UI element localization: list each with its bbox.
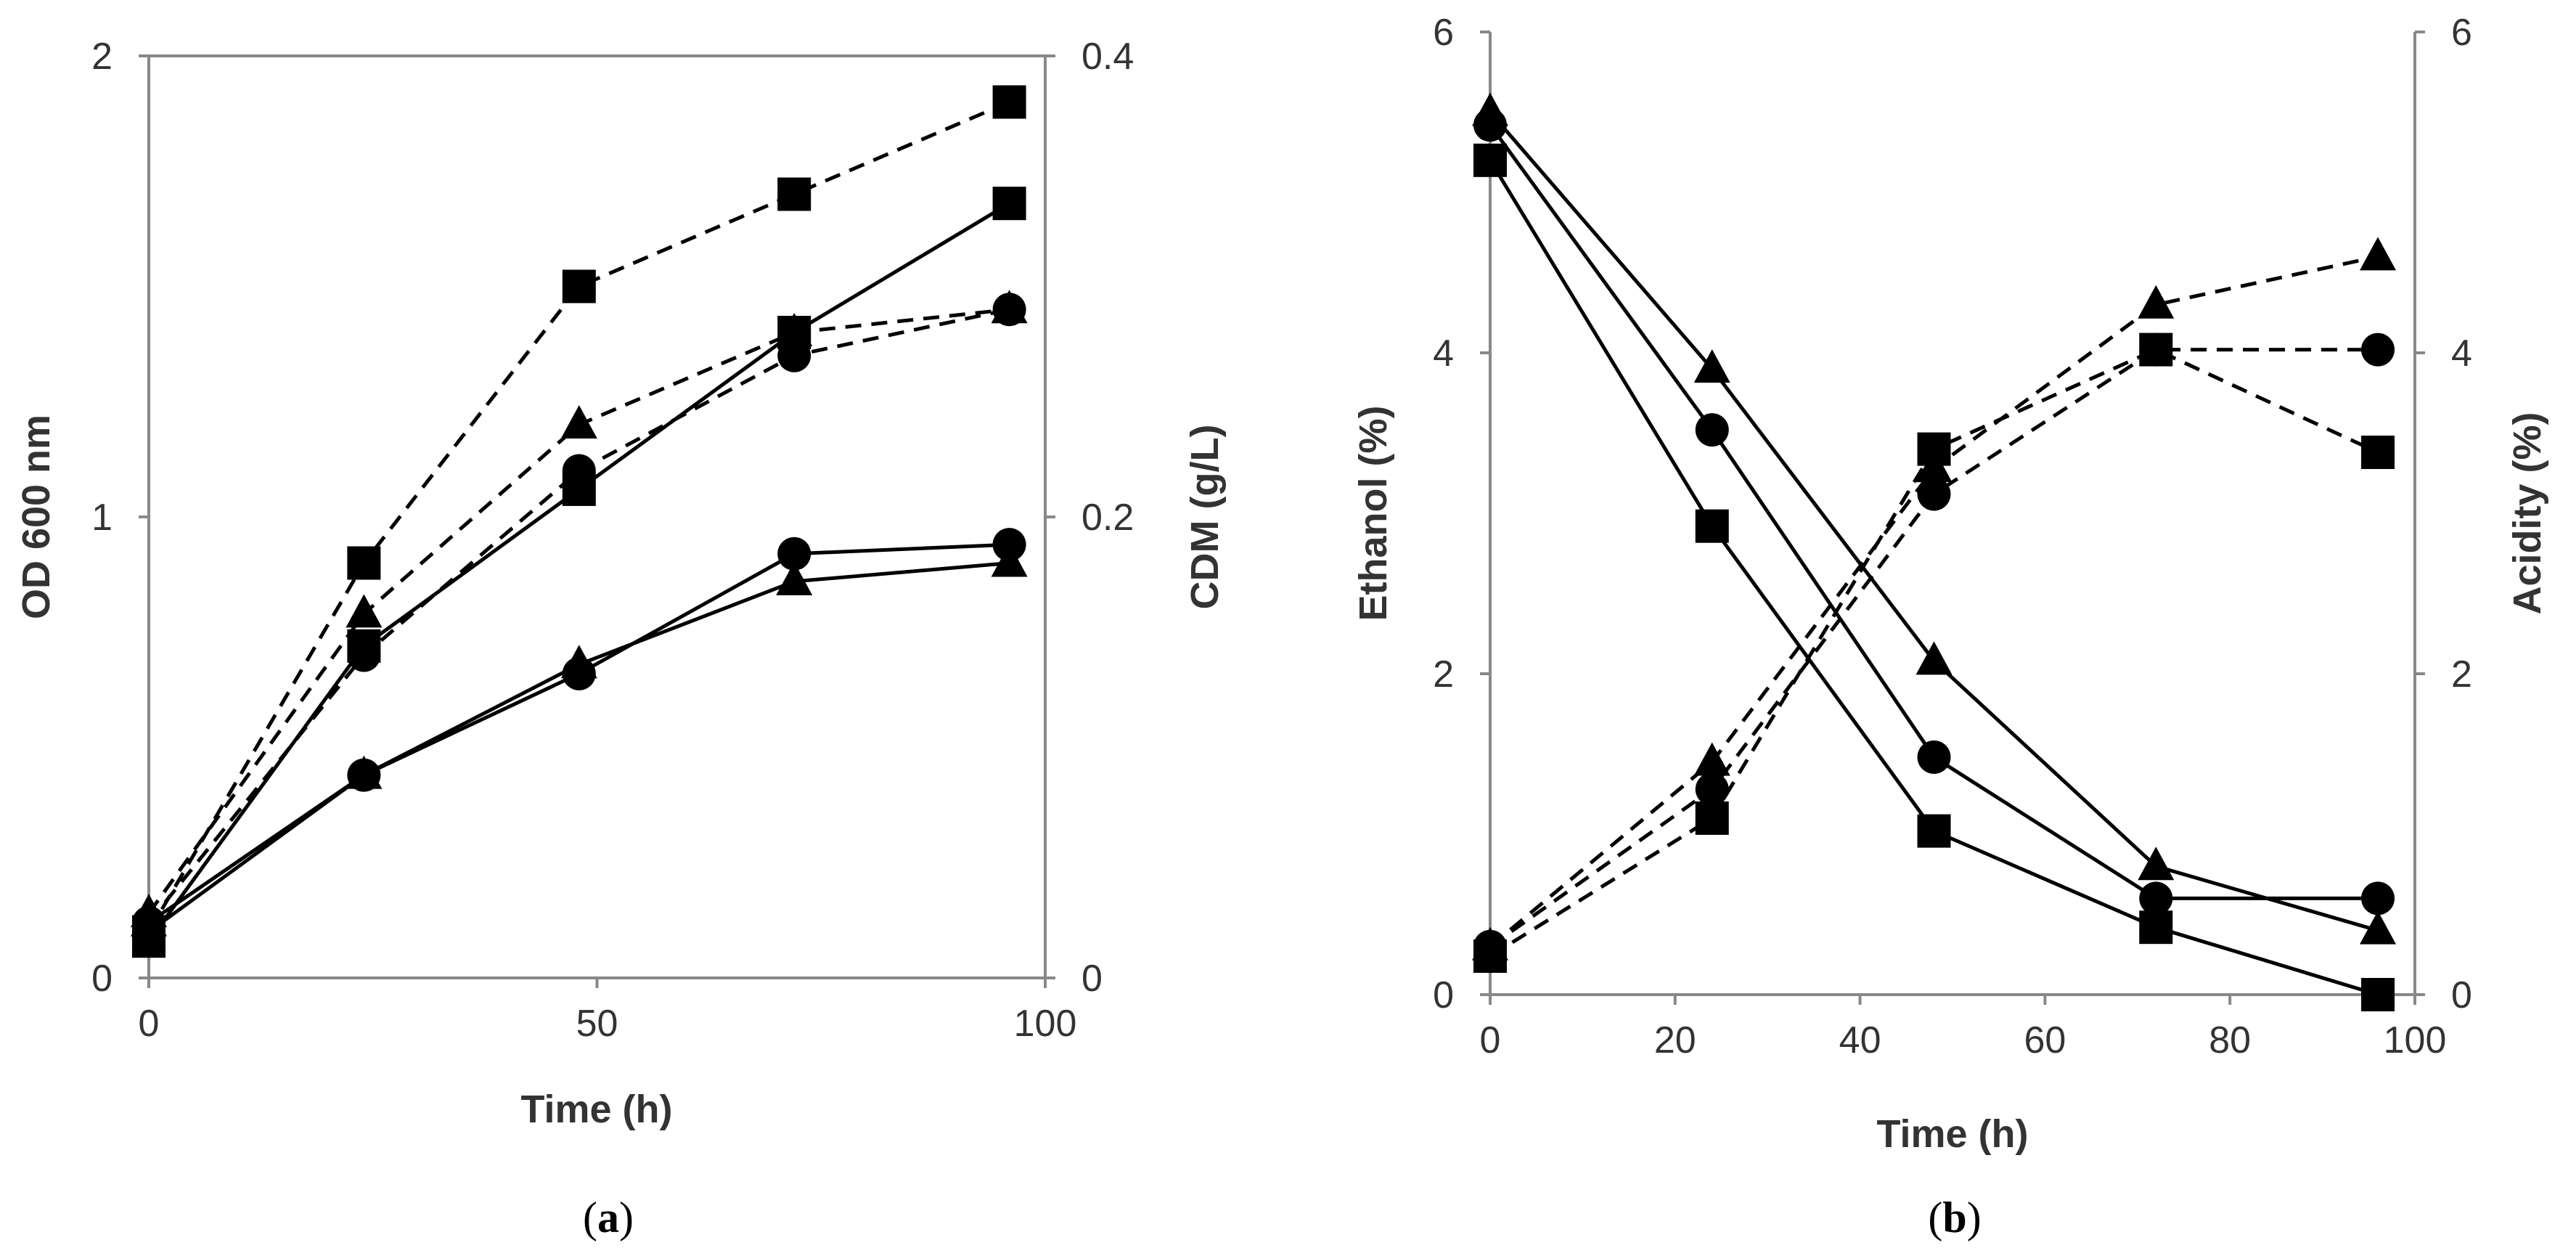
y2-tick-label: 0 [1081, 958, 1103, 1000]
data-point-triangle [991, 543, 1028, 577]
data-point-triangle [345, 755, 383, 789]
data-point-circle [562, 454, 596, 488]
data-point-square [2361, 978, 2395, 1011]
data-point-triangle [131, 894, 167, 928]
series-line-triangle-solid [147, 561, 1010, 924]
data-point-triangle [560, 405, 597, 439]
series-right-triangle-dashed [131, 290, 1028, 928]
series-group [131, 85, 1028, 958]
y-tick-label: 6 [1433, 12, 1454, 54]
y-tick-label: 1 [91, 497, 113, 539]
y-axis-title: Ethanol (%) [1352, 406, 1395, 621]
y-tick-label: 0 [1433, 974, 1454, 1016]
series-line-square-dashed [147, 100, 1010, 933]
data-point-square [992, 187, 1026, 221]
series-group [1472, 92, 2397, 1011]
data-point-square [347, 546, 381, 580]
y2-tick-label: 0 [2451, 974, 2472, 1016]
y2-tick-label: 4 [2451, 333, 2472, 375]
x-tick-label: 80 [2209, 1019, 2251, 1061]
data-point-triangle [991, 290, 1028, 324]
data-point-square [1695, 801, 1729, 835]
y2-tick-label: 0.4 [1081, 36, 1134, 78]
data-point-circle [777, 338, 811, 372]
data-point-triangle [1915, 641, 1953, 675]
data-point-circle [1695, 413, 1729, 447]
series-line-triangle-solid [1489, 110, 2379, 933]
y2-axis-title: Acidity (%) [2506, 412, 2549, 614]
y-tick-label: 2 [1433, 653, 1454, 696]
x-tick-label: 40 [1839, 1019, 1881, 1061]
data-point-circle [347, 638, 381, 672]
x-axis-title: Time (h) [520, 1088, 672, 1131]
data-point-circle [2361, 333, 2395, 367]
y2-tick-label: 2 [2451, 653, 2472, 696]
data-point-circle [1917, 477, 1951, 511]
series-left-triangle-solid [1472, 92, 2397, 945]
series-line-triangle-dashed [147, 307, 1010, 915]
data-point-circle [777, 537, 811, 571]
data-point-triangle [1693, 349, 1730, 383]
y-tick-label: 4 [1433, 333, 1454, 375]
series-left-triangle-solid [131, 543, 1028, 937]
series-line-circle-solid [147, 542, 1010, 934]
panel-label-a: (a) [583, 1194, 634, 1241]
data-point-square [2139, 910, 2173, 945]
data-point-square [1695, 509, 1729, 543]
data-point-triangle [1472, 92, 1508, 126]
panel-label-b: (b) [1928, 1194, 1981, 1241]
data-point-triangle [345, 594, 383, 628]
data-point-triangle [2138, 847, 2175, 881]
data-point-triangle [2360, 910, 2397, 945]
data-point-triangle [560, 645, 597, 679]
data-point-triangle [1472, 926, 1508, 961]
series-line-circle-solid [1488, 123, 2379, 900]
series-line-square-solid [147, 202, 1010, 942]
y-axis-title: OD 600 nm [15, 415, 58, 619]
y-tick-label: 0 [91, 958, 113, 1000]
data-point-triangle [1915, 449, 1953, 483]
data-point-triangle [776, 561, 813, 595]
series-left-circle-solid [132, 528, 1026, 949]
data-point-circle [1917, 740, 1951, 774]
series-right-triangle-dashed [1472, 237, 2397, 961]
x-tick-label: 0 [1480, 1019, 1501, 1061]
data-point-square [992, 85, 1026, 119]
data-point-square [2361, 436, 2395, 470]
series-left-circle-solid [1473, 108, 2395, 916]
y-tick-label: 2 [91, 36, 113, 78]
data-point-square [1473, 143, 1507, 177]
data-point-triangle [776, 313, 813, 346]
x-tick-label: 100 [1014, 1003, 1077, 1045]
series-left-square-solid [1473, 143, 2395, 1011]
series-right-square-dashed [132, 85, 1026, 949]
data-point-triangle [1693, 742, 1730, 776]
data-point-square [562, 269, 596, 303]
y2-tick-label: 0.2 [1081, 497, 1134, 539]
x-tick-label: 20 [1654, 1019, 1696, 1061]
x-tick-label: 0 [139, 1003, 160, 1045]
y2-axis-title: CDM (g/L) [1183, 425, 1227, 610]
x-tick-label: 60 [2024, 1019, 2066, 1061]
x-tick-label: 100 [2384, 1019, 2447, 1061]
data-point-circle [2139, 881, 2173, 916]
data-point-circle [2361, 881, 2395, 916]
data-point-circle [1695, 772, 1729, 807]
y2-tick-label: 6 [2451, 12, 2472, 54]
series-line-circle-dashed [147, 307, 1010, 924]
data-point-square [777, 177, 811, 211]
data-point-triangle [2138, 285, 2175, 319]
x-axis-title: Time (h) [1876, 1112, 2028, 1156]
data-point-circle [2139, 333, 2173, 367]
data-point-triangle [2360, 237, 2397, 271]
data-point-square [1917, 814, 1951, 848]
x-tick-label: 50 [576, 1003, 618, 1045]
